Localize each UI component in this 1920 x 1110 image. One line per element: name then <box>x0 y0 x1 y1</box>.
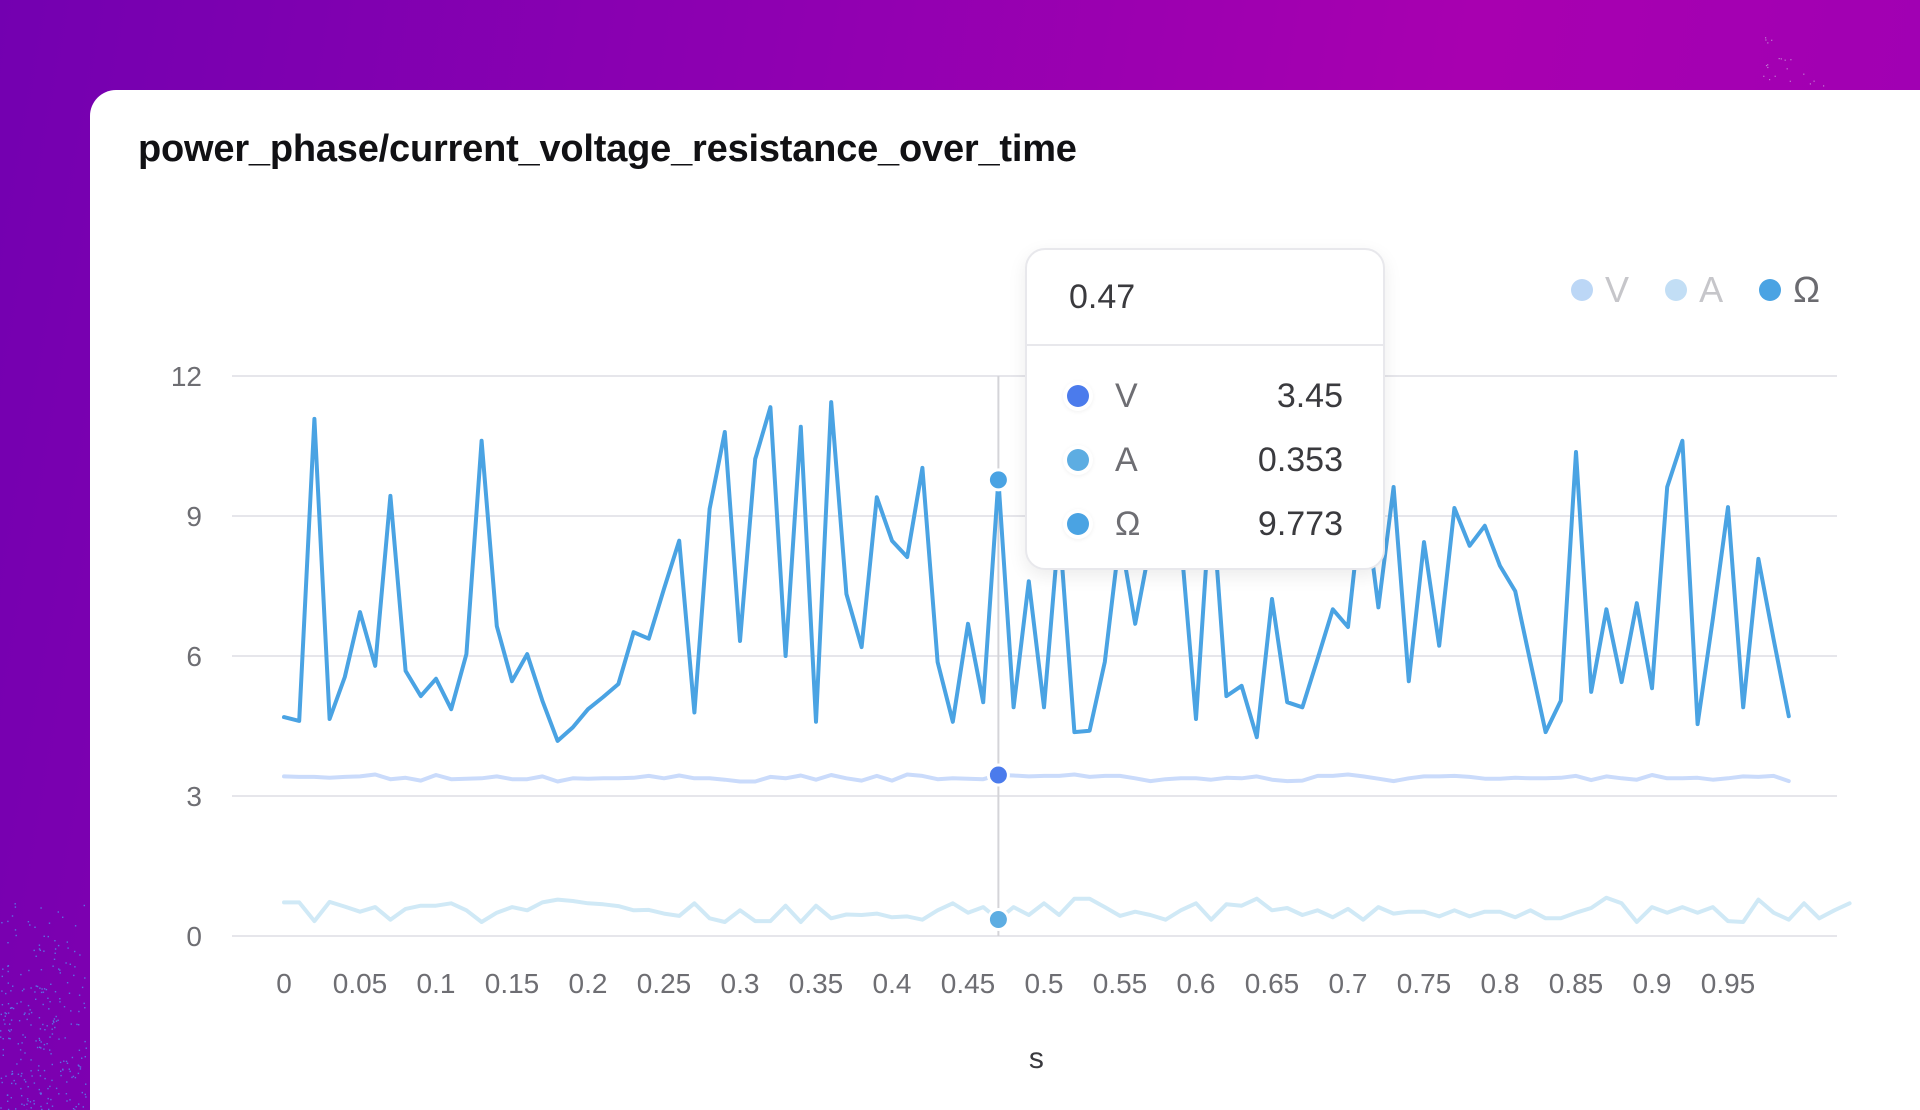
x-tick-label: 0.6 <box>1177 968 1216 999</box>
x-tick-label: 0.8 <box>1481 968 1520 999</box>
x-tick-label: 0.05 <box>333 968 388 999</box>
hover-marker-a <box>986 908 1010 932</box>
tooltip-row: A 0.353 <box>1067 428 1343 492</box>
x-axis-label: s <box>1029 1042 1044 1075</box>
series-line-ohm <box>282 400 1791 743</box>
x-tick-label: 0.5 <box>1025 968 1064 999</box>
tooltip-series-value: 3.45 <box>1276 376 1343 415</box>
legend-dot-icon <box>1759 279 1782 301</box>
chart-card: power_phase/current_voltage_resistance_o… <box>90 90 1920 1110</box>
hover-marker-ohm <box>986 468 1010 492</box>
legend-dot-icon <box>1665 279 1688 301</box>
tooltip-series-name: V <box>1115 376 1138 415</box>
legend-label: V <box>1605 269 1630 310</box>
hover-markers <box>986 468 1010 932</box>
x-tick-label: 0.2 <box>569 968 608 999</box>
x-tick-label: 0.7 <box>1329 968 1368 999</box>
legend-label: Ω <box>1793 269 1820 310</box>
y-tick-label: 6 <box>186 641 202 672</box>
legend-item-a[interactable]: A <box>1665 270 1723 310</box>
series-line-a <box>282 895 1852 924</box>
legend-item-ohm[interactable]: Ω <box>1759 270 1820 310</box>
y-tick-label: 3 <box>186 781 202 812</box>
series-line-v <box>282 772 1791 784</box>
tooltip-series-name: A <box>1115 440 1138 479</box>
x-tick-label: 0.35 <box>789 968 844 999</box>
x-tick-label: 0.55 <box>1093 968 1148 999</box>
series-lines <box>282 400 1852 924</box>
x-tick-label: 0.4 <box>873 968 912 999</box>
hover-marker-v <box>986 763 1010 787</box>
x-tick-label: 0.95 <box>1701 968 1756 999</box>
x-tick-label: 0.15 <box>485 968 540 999</box>
tooltip-series-value: 9.773 <box>1257 504 1343 543</box>
x-tick-label: 0.9 <box>1633 968 1672 999</box>
x-tick-label: 0.85 <box>1549 968 1604 999</box>
legend-label: A <box>1699 269 1724 310</box>
tooltip-x-value: 0.47 <box>1027 250 1383 346</box>
hover-tooltip: 0.47 V 3.45 A 0.353 Ω 9.773 <box>1025 248 1385 570</box>
x-tick-label: 0.1 <box>417 968 456 999</box>
line-chart[interactable]: 0 3 6 9 12 0 0.05 0.1 0.15 0.2 0.25 0.3 0.35 0.4 0.45… <box>90 90 1920 1110</box>
gridlines <box>232 374 1837 937</box>
y-tick-label: 9 <box>186 501 202 532</box>
tooltip-series-name: Ω <box>1115 504 1141 543</box>
tooltip-series-value: 0.353 <box>1257 440 1343 479</box>
tooltip-row: Ω 9.773 <box>1067 492 1343 556</box>
legend-dot-icon <box>1571 279 1594 301</box>
y-tick-label: 0 <box>186 921 202 952</box>
y-tick-label: 12 <box>171 361 202 392</box>
y-axis-ticks: 0 3 6 9 12 <box>171 361 202 952</box>
x-axis-ticks: 0 0.05 0.1 0.15 0.2 0.25 0.3 0.35 0.4 0.45 0.5 0.55… <box>276 968 1755 999</box>
x-tick-label: 0.75 <box>1397 968 1452 999</box>
tooltip-row: V 3.45 <box>1067 364 1343 428</box>
x-tick-label: 0.25 <box>637 968 692 999</box>
x-tick-label: 0.45 <box>941 968 996 999</box>
x-tick-label: 0.65 <box>1245 968 1300 999</box>
legend-item-v[interactable]: V <box>1571 270 1629 310</box>
x-tick-label: 0.3 <box>721 968 760 999</box>
series-dot-icon <box>1067 449 1089 471</box>
x-tick-label: 0 <box>276 968 292 999</box>
series-dot-icon <box>1067 513 1089 535</box>
series-dot-icon <box>1067 385 1089 407</box>
chart-title: power_phase/current_voltage_resistance_o… <box>138 128 1077 170</box>
